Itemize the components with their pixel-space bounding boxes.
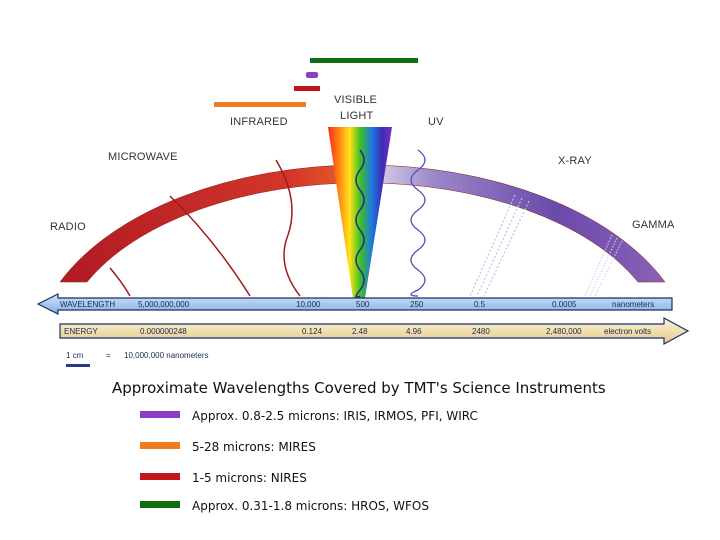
wavelength-value: 500 [356,300,370,309]
wavelength-value: 0.0005 [552,300,577,309]
energy-label: ENERGY [64,327,98,336]
wavelength-value: 250 [410,300,424,309]
band-label-light: LIGHT [340,110,373,122]
band-label-radio: RADIO [50,221,86,233]
band-label-uv: UV [428,116,444,128]
visible-light-wedge [328,127,392,298]
legend-title: Approximate Wavelengths Covered by TMT's… [112,379,606,397]
uv-wave [410,149,426,297]
scale-note-left: 1 cm [66,351,84,360]
infrared-wave [275,159,301,297]
band-label-xray: X-RAY [558,155,592,167]
instrument-bars [214,58,418,107]
band-label-visible: VISIBLE [334,94,377,106]
wavelength-unit: nanometers [612,300,654,309]
wave-illustrations [109,149,623,298]
wavelength-axis: WAVELENGTH 5,000,000,000 10,000 500 250 … [36,293,673,315]
band-label-microwave: MICROWAVE [108,151,178,163]
spectrum-arc [59,164,666,283]
microwave-wave [169,195,251,297]
instrument-bar-nires [294,86,320,91]
scale-note: 1 cm = 10,000,000 nanometers [66,351,209,367]
instrument-bar-iris [306,72,318,78]
instrument-bar-hros-wfos [310,58,418,63]
scale-bar [66,364,90,367]
legend-item-hros-wfos: Approx. 0.31-1.8 microns: HROS, WFOS [192,499,429,513]
energy-value: 2.48 [352,327,368,336]
wavelength-value: 0.5 [474,300,486,309]
wavelength-value: 5,000,000,000 [138,300,190,309]
legend-item-iris: Approx. 0.8-2.5 microns: IRIS, IRMOS, PF… [192,409,478,423]
energy-axis: ENERGY 0.000000248 0.124 2.48 4.96 2480 … [59,316,690,346]
scale-note-eq: = [106,351,111,360]
instrument-bar-mires [214,102,306,107]
gamma-wave [584,234,623,297]
energy-unit: electron volts [604,327,651,336]
wavelength-label: WAVELENGTH [60,300,115,309]
legend-item-nires: 1-5 microns: NIRES [192,471,307,485]
legend: Approximate Wavelengths Covered by TMT's… [112,379,606,513]
legend-swatch-nires [140,473,180,480]
band-label-gamma: GAMMA [632,219,675,231]
wavelength-value: 10,000 [296,300,321,309]
energy-value: 0.124 [302,327,323,336]
energy-value: 2,480,000 [546,327,582,336]
legend-swatch-hros-wfos [140,501,180,508]
energy-value: 0.000000248 [140,327,187,336]
band-label-infrared: INFRARED [230,116,288,128]
xray-wave [469,194,530,297]
legend-item-mires: 5-28 microns: MIRES [192,440,316,454]
wavelength-arrow [36,293,673,315]
band-labels: RADIO MICROWAVE INFRARED VISIBLE LIGHT U… [50,94,675,233]
legend-swatch-iris [140,411,180,418]
scale-note-right: 10,000,000 nanometers [124,351,209,360]
radio-wave [109,267,131,297]
energy-arrow [59,316,690,346]
visible-wave [355,149,365,298]
energy-value: 4.96 [406,327,422,336]
energy-value: 2480 [472,327,490,336]
legend-swatch-mires [140,442,180,449]
